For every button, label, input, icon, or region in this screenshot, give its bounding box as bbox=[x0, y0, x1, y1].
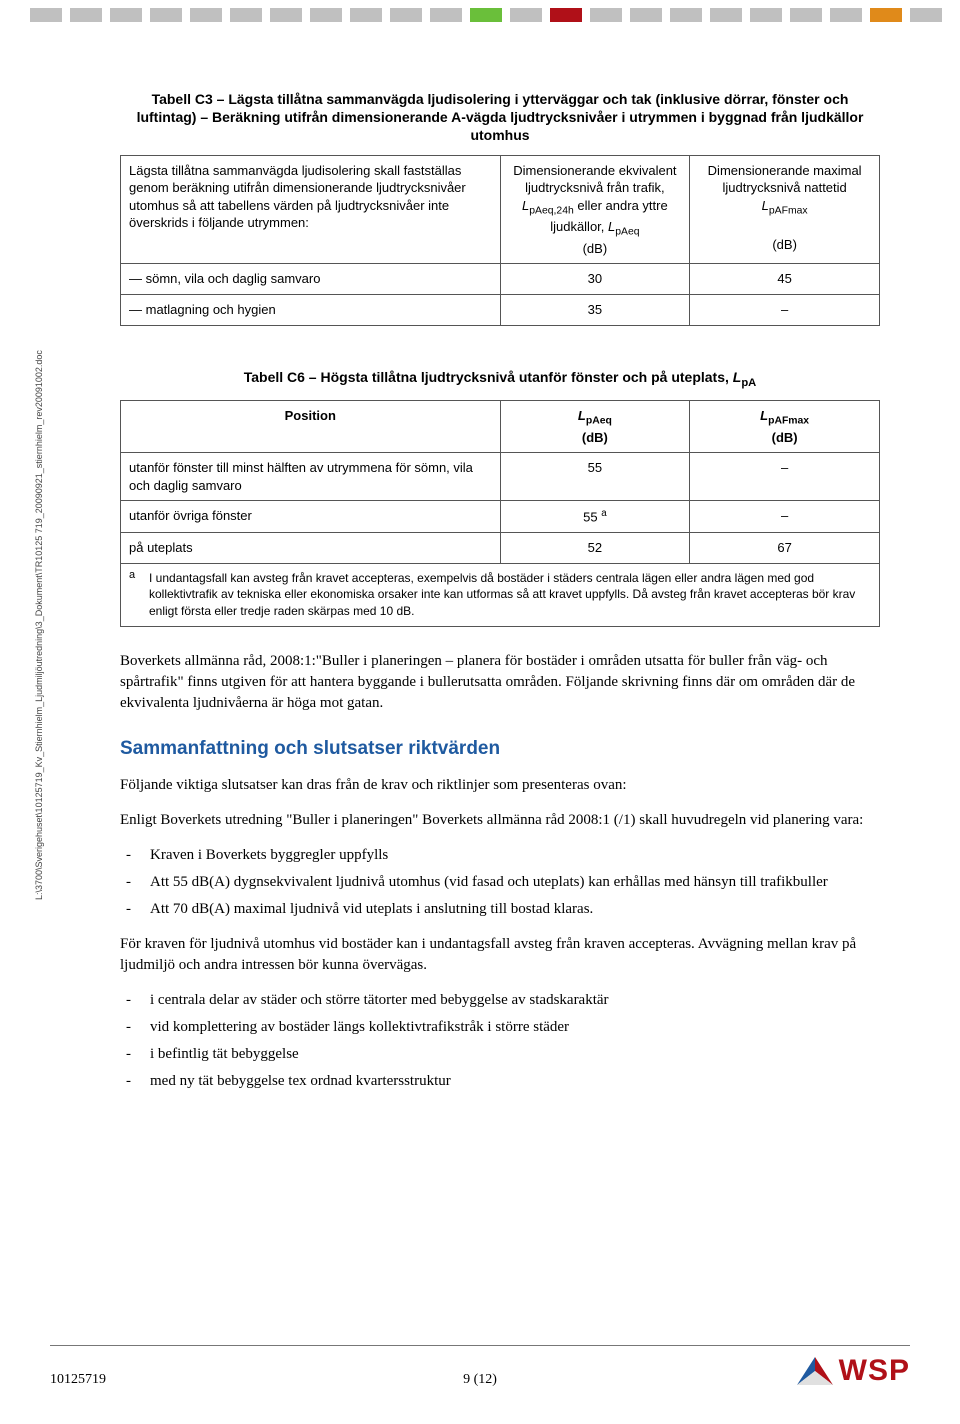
header-square bbox=[630, 8, 662, 22]
header-square bbox=[110, 8, 142, 22]
header-square bbox=[790, 8, 822, 22]
table-c3-head-0: Lägsta tillåtna sammanvägda ljudisolerin… bbox=[121, 155, 501, 264]
header-square bbox=[750, 8, 782, 22]
header-square bbox=[590, 8, 622, 22]
header-square bbox=[230, 8, 262, 22]
footnote-mark: a bbox=[129, 568, 135, 583]
header-square bbox=[350, 8, 382, 22]
row-v2: – bbox=[690, 295, 880, 326]
row-v1: 52 bbox=[500, 533, 690, 564]
table-row: — matlagning och hygien 35 – bbox=[121, 295, 880, 326]
footnote-text: I undantagsfall kan avsteg från kravet a… bbox=[149, 571, 855, 619]
list-item: med ny tät bebyggelse tex ordnad kvarter… bbox=[150, 1071, 880, 1092]
bullet-list-2: i centrala delar av städer och större tä… bbox=[120, 990, 880, 1092]
row-v2: – bbox=[690, 501, 880, 533]
list-item: i befintlig tät bebyggelse bbox=[150, 1044, 880, 1065]
list-item: Att 70 dB(A) maximal ljudnivå vid utepla… bbox=[150, 899, 880, 920]
table-c6-head-2: LpAFmax(dB) bbox=[690, 400, 880, 452]
header-square bbox=[70, 8, 102, 22]
footer-page: 9 (12) bbox=[463, 1372, 497, 1388]
table-c6-footnote: a I undantagsfall kan avsteg från kravet… bbox=[120, 564, 880, 627]
header-square bbox=[30, 8, 62, 22]
table-c3: Lägsta tillåtna sammanvägda ljudisolerin… bbox=[120, 155, 880, 326]
footer-docnum: 10125719 bbox=[50, 1372, 106, 1388]
header-square bbox=[150, 8, 182, 22]
table-row: — sömn, vila och daglig samvaro 30 45 bbox=[121, 264, 880, 295]
wsp-logo-text: WSP bbox=[839, 1354, 910, 1388]
row-v1: 55 bbox=[500, 453, 690, 501]
page-footer: 10125719 9 (12) WSP bbox=[50, 1345, 910, 1388]
table-c3-caption: Tabell C3 – Lägsta tillåtna sammanvägda … bbox=[120, 90, 880, 145]
row-v2: – bbox=[690, 453, 880, 501]
row-label: utanför övriga fönster bbox=[121, 501, 501, 533]
table-c3-head-2: Dimensionerande maximal ljudtrycksnivå n… bbox=[690, 155, 880, 264]
top-color-bar bbox=[30, 8, 942, 22]
header-square bbox=[510, 8, 542, 22]
header-square bbox=[310, 8, 342, 22]
row-v2: 67 bbox=[690, 533, 880, 564]
header-square bbox=[390, 8, 422, 22]
paragraph-3: Enligt Boverkets utredning "Buller i pla… bbox=[120, 810, 880, 831]
paragraph-4: För kraven för ljudnivå utomhus vid bost… bbox=[120, 934, 880, 976]
header-square bbox=[270, 8, 302, 22]
header-square bbox=[470, 8, 502, 22]
list-item: vid komplettering av bostäder längs koll… bbox=[150, 1017, 880, 1038]
list-item: Kraven i Boverkets byggregler uppfylls bbox=[150, 845, 880, 866]
header-square bbox=[910, 8, 942, 22]
header-square bbox=[550, 8, 582, 22]
table-c6-caption: Tabell C6 – Högsta tillåtna ljudtrycksni… bbox=[120, 368, 880, 390]
table-row: utanför fönster till minst hälften av ut… bbox=[121, 453, 880, 501]
row-label: — matlagning och hygien bbox=[121, 295, 501, 326]
header-square bbox=[710, 8, 742, 22]
table-c6-head-0: Position bbox=[121, 400, 501, 452]
row-v1: 55 a bbox=[500, 501, 690, 533]
header-square bbox=[870, 8, 902, 22]
paragraph-intro: Boverkets allmänna råd, 2008:1:"Buller i… bbox=[120, 651, 880, 714]
table-c6-head-1: LpAeq(dB) bbox=[500, 400, 690, 452]
row-v2: 45 bbox=[690, 264, 880, 295]
table-row: utanför övriga fönster 55 a – bbox=[121, 501, 880, 533]
row-label: på uteplats bbox=[121, 533, 501, 564]
header-square bbox=[190, 8, 222, 22]
table-c3-head-1: Dimensionerande ekvivalent ljudtrycksniv… bbox=[500, 155, 690, 264]
row-v1: 35 bbox=[500, 295, 690, 326]
header-square bbox=[830, 8, 862, 22]
table-c6: Position LpAeq(dB) LpAFmax(dB) utanför f… bbox=[120, 400, 880, 564]
bullet-list-1: Kraven i Boverkets byggregler uppfylls At… bbox=[120, 845, 880, 920]
file-path-vertical: L:\3700\Sverigehuset\10125719_Kv_Stiernh… bbox=[34, 350, 44, 900]
paragraph-2: Följande viktiga slutsatser kan dras frå… bbox=[120, 775, 880, 796]
header-square bbox=[430, 8, 462, 22]
row-v1: 30 bbox=[500, 264, 690, 295]
table-row: på uteplats 52 67 bbox=[121, 533, 880, 564]
list-item: Att 55 dB(A) dygnsekvivalent ljudnivå ut… bbox=[150, 872, 880, 893]
header-square bbox=[670, 8, 702, 22]
row-label: utanför fönster till minst hälften av ut… bbox=[121, 453, 501, 501]
section-title: Sammanfattning och slutsatser riktvärden bbox=[120, 736, 880, 763]
list-item: i centrala delar av städer och större tä… bbox=[150, 990, 880, 1011]
row-label: — sömn, vila och daglig samvaro bbox=[121, 264, 501, 295]
wsp-logo: WSP bbox=[797, 1354, 910, 1388]
